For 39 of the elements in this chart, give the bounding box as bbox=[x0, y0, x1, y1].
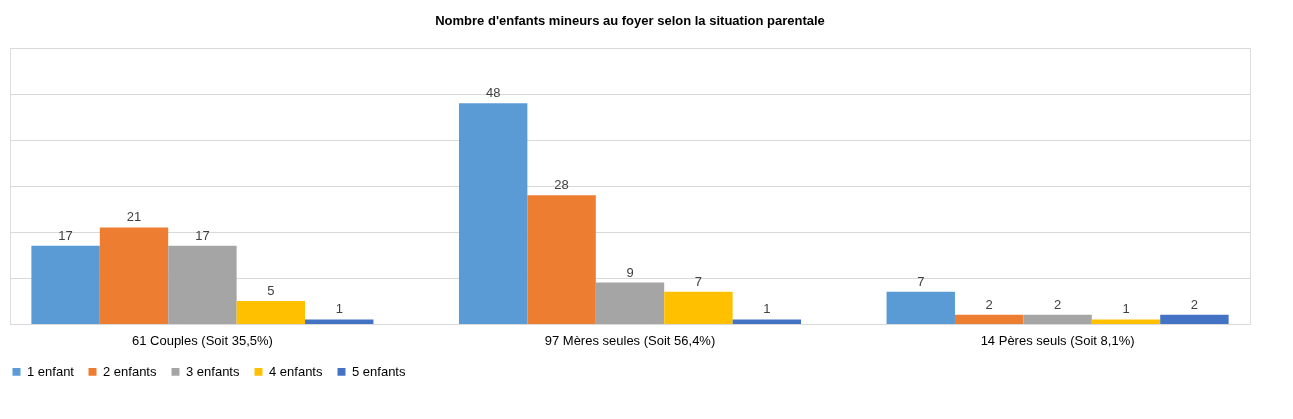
bar bbox=[886, 291, 955, 324]
data-label: 5 bbox=[267, 283, 275, 298]
data-label: 1 bbox=[335, 301, 343, 317]
data-label: 7 bbox=[694, 273, 703, 289]
data-label: 1 bbox=[1122, 301, 1130, 317]
bar bbox=[1091, 319, 1161, 324]
bar bbox=[99, 227, 169, 324]
bar bbox=[1160, 314, 1229, 324]
data-label: 2 bbox=[1053, 296, 1062, 312]
data-label: 7 bbox=[917, 273, 925, 289]
x-tick-label: 14 Pères seuls (Soit 8,1%) bbox=[980, 332, 1135, 348]
bar bbox=[1023, 314, 1092, 324]
bar bbox=[168, 245, 237, 324]
data-label: 1 bbox=[763, 301, 771, 317]
data-label: 21 bbox=[126, 209, 142, 225]
data-label: 9 bbox=[626, 264, 634, 280]
bar bbox=[595, 282, 665, 324]
bar bbox=[664, 291, 733, 324]
x-tick-label: 61 Couples (Soit 35,5%) bbox=[131, 332, 273, 348]
data-label: 17 bbox=[195, 227, 210, 243]
legend-label: 1 enfant bbox=[27, 363, 75, 379]
bar bbox=[954, 314, 1024, 324]
bar bbox=[527, 195, 596, 324]
legend-label: 5 enfants bbox=[352, 363, 406, 379]
x-tick-label: 97 Mères seules (Soit 56,4%) bbox=[544, 332, 716, 348]
bar bbox=[236, 301, 306, 324]
legend-label: 2 enfants bbox=[103, 363, 157, 379]
data-label: 2 bbox=[1190, 296, 1199, 312]
bar bbox=[305, 319, 374, 324]
data-label: 28 bbox=[554, 177, 569, 193]
data-label: 17 bbox=[58, 227, 73, 243]
bar bbox=[458, 103, 528, 324]
legend-label: 3 enfants bbox=[186, 363, 240, 379]
data-label: 2 bbox=[985, 296, 993, 312]
bar bbox=[732, 319, 802, 324]
bar bbox=[31, 245, 100, 324]
chart-title: Nombre d'enfants mineurs au foyer selon la situation parentale bbox=[435, 13, 825, 28]
data-label: 48 bbox=[485, 85, 501, 101]
legend-label: 4 enfants bbox=[269, 363, 323, 379]
